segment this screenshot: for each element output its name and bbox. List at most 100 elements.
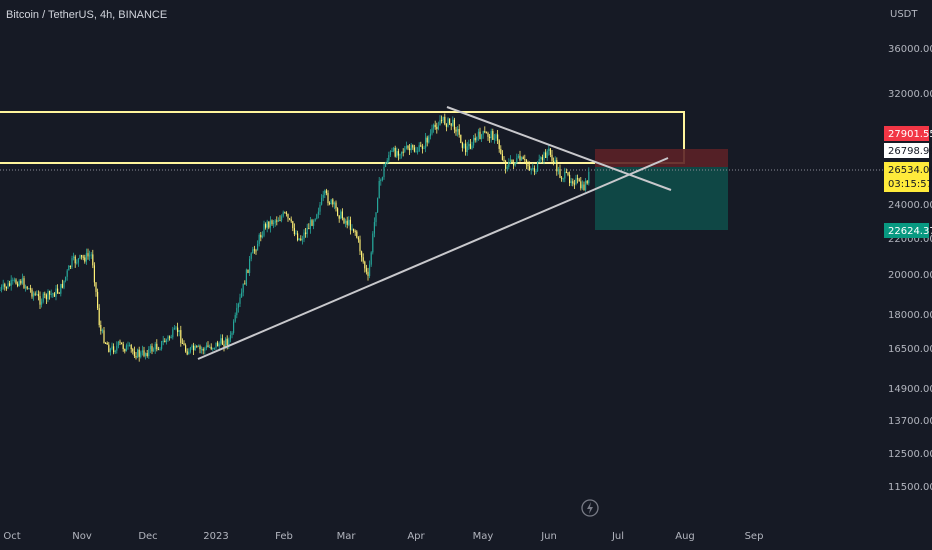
candle-body — [257, 243, 259, 251]
candle-body — [335, 202, 337, 209]
candle-body — [178, 330, 180, 333]
candle-body — [20, 280, 22, 284]
time-axis[interactable]: Oct Nov Dec 2023 Feb Mar Apr May Jun Jul Aug Sep — [3, 531, 763, 542]
candle-body — [255, 250, 257, 252]
candle-body — [193, 345, 195, 351]
candle-body — [188, 351, 190, 355]
candle-body — [349, 219, 351, 230]
candle-body — [401, 151, 403, 155]
candle-body — [263, 224, 265, 236]
candle-body — [47, 291, 49, 300]
candle-body — [385, 163, 387, 167]
candle-body — [540, 157, 542, 160]
candle-body — [418, 145, 420, 152]
take-profit-zone[interactable] — [595, 167, 728, 230]
candle-body — [154, 343, 156, 350]
candle-body — [133, 351, 135, 357]
candle-body — [151, 346, 153, 352]
candle-body — [351, 228, 353, 230]
candle-body — [322, 194, 324, 198]
ascending-trendline[interactable] — [197, 157, 669, 360]
candle-body — [183, 343, 185, 346]
candle-body — [2, 284, 4, 287]
candle-body — [353, 228, 355, 232]
candle-body — [421, 146, 423, 149]
last-price-tag: 26534.06 03:15:57 — [884, 162, 932, 192]
candle-body — [292, 221, 294, 229]
candle-body — [69, 265, 71, 267]
candle-body — [28, 288, 30, 290]
candle-body — [396, 151, 398, 157]
candle-body — [447, 118, 449, 127]
descending-trendline[interactable] — [446, 106, 672, 191]
candle-body — [553, 161, 555, 163]
candle-body — [513, 162, 515, 166]
candle-body — [101, 330, 103, 332]
candle-body — [361, 251, 363, 258]
candle-body — [161, 341, 163, 349]
candle-body — [60, 283, 62, 294]
candle-body — [258, 234, 260, 244]
candle-body — [63, 280, 65, 288]
candle-body — [143, 350, 145, 356]
candle-body — [12, 279, 14, 281]
candle-body — [433, 124, 435, 129]
candle-body — [490, 131, 492, 139]
candle-body — [173, 328, 175, 330]
candle-body — [42, 293, 44, 302]
rectangle-zone-drawing[interactable] — [0, 111, 685, 164]
candle-body — [561, 177, 563, 179]
candle-body — [217, 342, 219, 347]
candle-body — [370, 252, 372, 265]
candle-body — [509, 159, 511, 163]
candle-body — [170, 337, 172, 339]
candle-body — [341, 211, 343, 219]
candle-body — [551, 154, 553, 162]
candle-body — [477, 131, 479, 137]
candle-body — [466, 146, 468, 153]
candle-body — [329, 203, 331, 205]
candle-body — [84, 257, 86, 262]
candle-body — [74, 256, 76, 264]
candle-body — [546, 151, 548, 159]
candle-body — [461, 142, 463, 148]
candle-body — [493, 138, 495, 140]
candle-body — [389, 151, 391, 156]
candle-body — [87, 253, 89, 257]
candle-body — [519, 155, 521, 161]
candle-body — [260, 234, 262, 238]
price-axis[interactable]: USDT 36000.00 32000.00 24000.00 22000.00 2000… — [888, 9, 932, 493]
candle-body — [541, 157, 543, 161]
candle-body — [50, 293, 52, 295]
candle-body — [343, 218, 345, 224]
candle-body — [455, 129, 457, 132]
candle-body — [119, 341, 121, 343]
candle-body — [474, 137, 476, 141]
lightning-icon[interactable] — [581, 499, 599, 517]
candle-body — [535, 171, 537, 173]
candle-body — [583, 184, 585, 191]
candle-body — [181, 342, 183, 344]
candle-body — [417, 151, 419, 153]
candle-body — [269, 220, 271, 228]
stop-loss-zone[interactable] — [595, 149, 728, 167]
candle-body — [516, 157, 518, 163]
time-tick-label: Jul — [611, 531, 624, 542]
candle-body — [273, 222, 275, 225]
candle-body — [239, 297, 241, 304]
candle-body — [445, 124, 447, 127]
candle-body — [140, 352, 142, 357]
candle-body — [167, 336, 169, 340]
candle-body — [463, 143, 465, 148]
candle-body — [89, 255, 91, 257]
candle-body — [279, 220, 281, 222]
candle-body — [116, 345, 118, 351]
candle-body — [489, 136, 491, 139]
candle-body — [237, 303, 239, 308]
candle-body — [410, 145, 412, 151]
candle-body — [132, 349, 134, 352]
candle-body — [97, 291, 99, 309]
candle-body — [18, 280, 20, 287]
candle-body — [428, 136, 430, 143]
